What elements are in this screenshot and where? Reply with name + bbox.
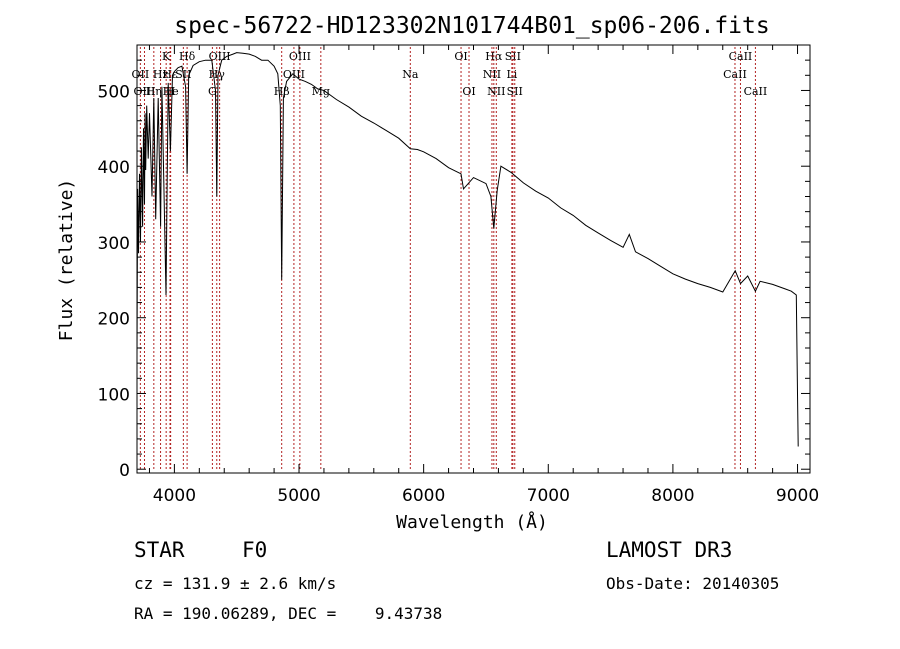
line-label-5: K — [162, 50, 171, 63]
x-tick-label-4: 8000 — [651, 486, 694, 506]
spectrum-plot: spec-56722-HD123302N101744B01_sp06-206.f… — [56, 13, 819, 533]
emission-line-markers: HδOIIOIIIHeHεKHHzSIIHηHγOIIIGOIIIOIIIHβM… — [132, 47, 768, 471]
x-tick-label-0: 4000 — [153, 486, 196, 506]
x-tick-label-5: 9000 — [776, 486, 819, 506]
observation-date: Obs-Date: 20140305 — [606, 574, 780, 593]
line-label-11: OIII — [209, 50, 231, 63]
y-axis-label: Flux (relative) — [56, 179, 77, 342]
line-label-28: CaII — [744, 85, 768, 98]
line-label-25: SII — [507, 85, 523, 98]
redshift-cz: cz = 131.9 ± 2.6 km/s — [134, 574, 337, 593]
y-tick-label-2: 200 — [98, 310, 130, 330]
ra-dec: RA = 190.06289, DEC = 9.43738 — [134, 604, 443, 623]
x-tick-label-3: 7000 — [527, 486, 570, 506]
line-label-7: Hz — [153, 68, 169, 81]
y-tick-label-4: 400 — [98, 158, 130, 178]
line-label-20: Hα — [485, 50, 503, 63]
x-axis-label: Wavelength (Å) — [396, 511, 548, 533]
line-label-27: CaII — [723, 68, 747, 81]
x-tick-label-2: 6000 — [402, 486, 445, 506]
line-label-24: Li — [506, 68, 517, 81]
survey-name: LAMOST DR3 — [606, 538, 733, 562]
object-subclass: F0 — [242, 538, 268, 562]
flux-series-line — [136, 52, 799, 447]
line-label-26: CaII — [729, 50, 753, 63]
chart-title: spec-56722-HD123302N101744B01_sp06-206.f… — [174, 13, 769, 39]
line-label-23: SII — [505, 50, 521, 63]
line-label-13: OIII — [289, 50, 311, 63]
line-label-19: OI — [462, 85, 475, 98]
line-label-6: H — [166, 85, 176, 98]
axis-ticks: 4000 5000 6000 7000 8000 9000 0 100 200 300 400 500 — [98, 45, 819, 506]
line-label-15: Hβ — [274, 85, 290, 98]
y-tick-label-0: 0 — [119, 461, 130, 481]
line-label-1: OII — [132, 68, 150, 81]
line-label-0: Hδ — [179, 50, 196, 63]
line-label-18: OI — [454, 50, 467, 63]
line-label-22: NII — [487, 85, 505, 98]
y-tick-label-5: 500 — [98, 82, 130, 102]
line-label-12: G — [208, 85, 217, 98]
line-label-9: Hη — [146, 85, 162, 98]
x-tick-label-1: 5000 — [277, 486, 320, 506]
line-label-2: OIII — [133, 85, 155, 98]
plot-frame — [136, 44, 811, 474]
y-tick-label-3: 300 — [98, 234, 130, 254]
object-class: STAR — [134, 538, 185, 562]
line-label-10: Hγ — [209, 68, 226, 81]
line-label-21: NII — [483, 68, 501, 81]
line-label-17: Na — [402, 68, 419, 81]
y-tick-label-1: 100 — [98, 385, 130, 405]
